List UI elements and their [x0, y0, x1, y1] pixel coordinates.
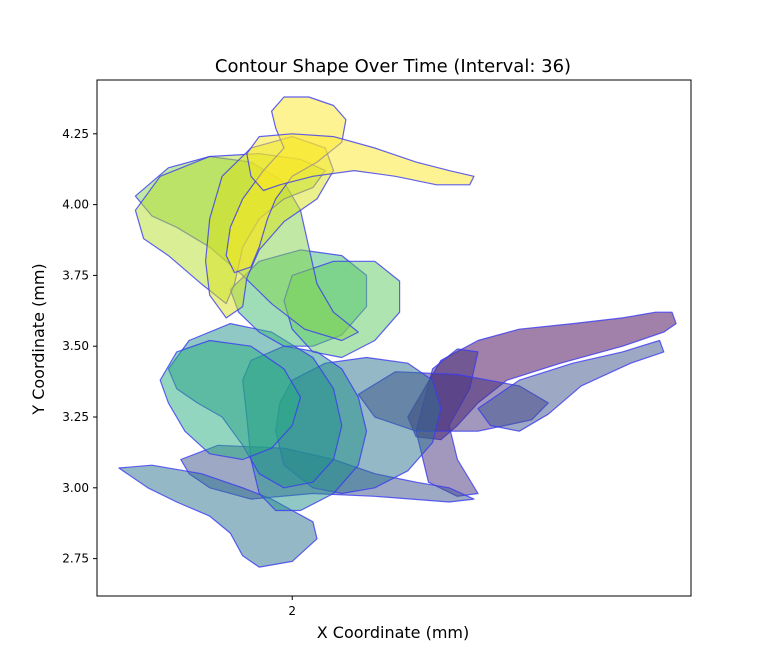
y-tick-label: 3.50 [62, 339, 89, 353]
plot-frame [96, 79, 692, 597]
contour-16 [246, 133, 475, 192]
contour-3 [477, 339, 665, 432]
y-tick-label: 3.75 [62, 268, 89, 282]
contour-5 [118, 464, 318, 568]
x-axis-ticks: 2 [288, 596, 296, 618]
y-tick-label: 2.75 [62, 552, 89, 566]
x-tick-label: 2 [288, 604, 296, 618]
y-axis-ticks: 2.75 3.00 3.25 3.50 3.75 4.00 4.25 [62, 127, 97, 566]
y-tick-label: 4.00 [62, 198, 89, 212]
x-axis-label: X Coordinate (mm) [317, 623, 470, 642]
y-tick-label: 3.25 [62, 410, 89, 424]
y-tick-label: 3.00 [62, 481, 89, 495]
chart-title: Contour Shape Over Time (Interval: 36) [215, 56, 571, 77]
y-tick-label: 4.25 [62, 127, 89, 141]
y-axis-label: Y Coordinate (mm) [29, 263, 48, 415]
contour-9 [159, 339, 302, 461]
contour-polygons [118, 96, 677, 568]
